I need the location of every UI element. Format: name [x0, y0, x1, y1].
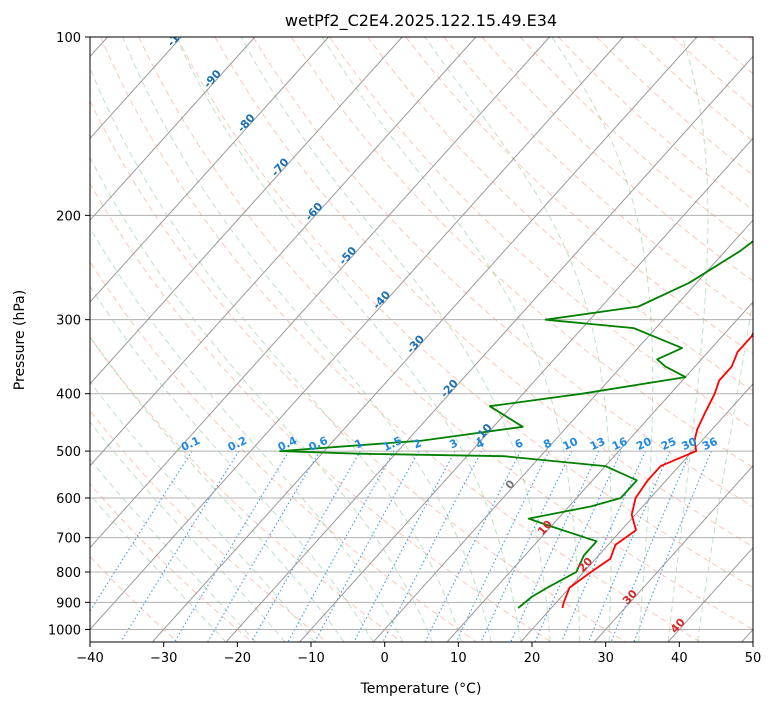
mixing-ratio-line: [633, 450, 712, 642]
mixing-ratio-label: 36: [700, 435, 720, 453]
moist-adiabat-line: [175, 37, 522, 642]
x-tick-label: 0: [381, 651, 389, 666]
x-tick-label: 50: [745, 651, 762, 666]
isotherm-line: [372, 219, 753, 642]
mixing-ratio-line: [534, 450, 622, 642]
isotherm-line: [90, 37, 403, 385]
mixing-ratio-line: [120, 450, 240, 642]
mixing-ratio-line: [353, 450, 456, 642]
isotherm-line: [446, 301, 753, 642]
x-tick-label: −40: [76, 651, 103, 666]
y-tick-label: 600: [56, 492, 81, 507]
moist-adiabat-line: [90, 285, 374, 642]
moist-adiabat-line: [667, 37, 709, 642]
y-tick-label: 100: [56, 31, 81, 46]
moist-adiabats: [90, 37, 753, 642]
mixing-ratio-label: 25: [659, 435, 678, 453]
isotherm-line: [299, 137, 753, 642]
dry-adiabat-line: [90, 182, 552, 642]
y-tick-label: 900: [56, 596, 81, 611]
isotherm-line: [90, 37, 256, 221]
moist-adiabat-line: [122, 37, 492, 642]
moist-adiabat-line: [697, 296, 753, 642]
dry-adiabat-line: [138, 37, 753, 630]
isotherms: [90, 37, 753, 642]
temperature-line: [561, 331, 753, 609]
isotherm-line: [593, 464, 753, 642]
x-tick-label: 40: [671, 651, 688, 666]
mixing-ratio-label: 16: [610, 435, 630, 453]
moist-adiabat-line: [90, 66, 463, 642]
dry-adiabat-line: [90, 555, 178, 642]
pressure-gridlines: [90, 37, 753, 630]
isotherm-line: [225, 55, 753, 642]
mixing-ratio-label: 13: [588, 435, 607, 453]
mixing-ratio-label: 20: [634, 435, 654, 453]
y-tick-label: 500: [56, 445, 81, 460]
mixing-ratio-line: [314, 450, 420, 642]
mixing-ratio-line: [510, 450, 600, 642]
moist-adiabat-line: [90, 156, 433, 642]
moist-adiabat-line: [321, 37, 581, 642]
mixing-ratio-line: [455, 450, 550, 642]
dry-adiabat-line: [367, 37, 753, 392]
mixing-ratio-line: [610, 450, 692, 642]
y-tick-label: 400: [56, 388, 81, 403]
chart-title: wetPf2_C2E4.2025.122.15.49.E34: [285, 11, 557, 31]
isotherm-line: [90, 37, 550, 549]
y-tick-label: 1000: [48, 623, 81, 638]
x-axis-ticks: −40 −30 −20 −10 0 10 20 30 40 50: [76, 642, 761, 666]
isotherm-line: [90, 37, 624, 631]
dry-adiabat-line: [90, 410, 328, 642]
x-tick-label: 20: [524, 651, 541, 666]
moist-adiabat-line: [240, 37, 551, 642]
y-axis-ticks: 100 200 300 400 500 600 700 800 900 1000: [48, 31, 90, 638]
x-tick-label: 30: [597, 651, 614, 666]
moist-adiabat-line: [551, 37, 654, 642]
dry-adiabat-line: [252, 37, 753, 508]
mixing-ratio-lines: [90, 450, 712, 642]
isotherm-line: [90, 37, 329, 303]
dry-adiabat-line: [90, 99, 626, 642]
isotherm-line: [520, 383, 753, 642]
dry-adiabat-line: [329, 37, 753, 430]
dewpoint-line: [279, 240, 753, 609]
x-tick-label: −20: [224, 651, 251, 666]
mixing-ratio-label: 30: [679, 435, 699, 453]
mixing-ratio-line: [424, 450, 521, 642]
moist-adiabat-line: [90, 335, 345, 642]
moist-adiabat-line: [90, 226, 404, 642]
y-tick-label: 700: [56, 532, 81, 547]
y-tick-label: 800: [56, 566, 81, 581]
mixing-ratio-line: [287, 450, 395, 642]
isotherm-line: [151, 37, 698, 642]
y-tick-label: 300: [56, 314, 81, 329]
mixing-ratio-label: 10: [561, 435, 581, 453]
dry-adiabat-line: [90, 260, 477, 642]
y-tick-label: 200: [56, 209, 81, 224]
mixing-ratio-line: [251, 450, 361, 642]
plot-area: -100-90-80-70-60-50-40-30-20-10010203040…: [90, 37, 753, 642]
moist-adiabat-line: [90, 421, 286, 642]
dry-adiabat-line: [176, 37, 753, 589]
y-axis-label: Pressure (hPa): [12, 290, 28, 390]
x-tick-label: 10: [450, 651, 467, 666]
plot-frame: [89, 36, 754, 643]
moist-adiabat-line: [90, 458, 256, 642]
moist-adiabat-line: [90, 380, 315, 642]
moist-adiabat-line: [424, 37, 612, 642]
x-axis-label: Temperature (°C): [360, 681, 482, 697]
profile-series: [279, 240, 753, 609]
dry-adiabat-line: [290, 37, 753, 469]
isotherm-line: [90, 37, 477, 467]
x-tick-label: −10: [297, 651, 324, 666]
x-tick-label: −30: [150, 651, 177, 666]
